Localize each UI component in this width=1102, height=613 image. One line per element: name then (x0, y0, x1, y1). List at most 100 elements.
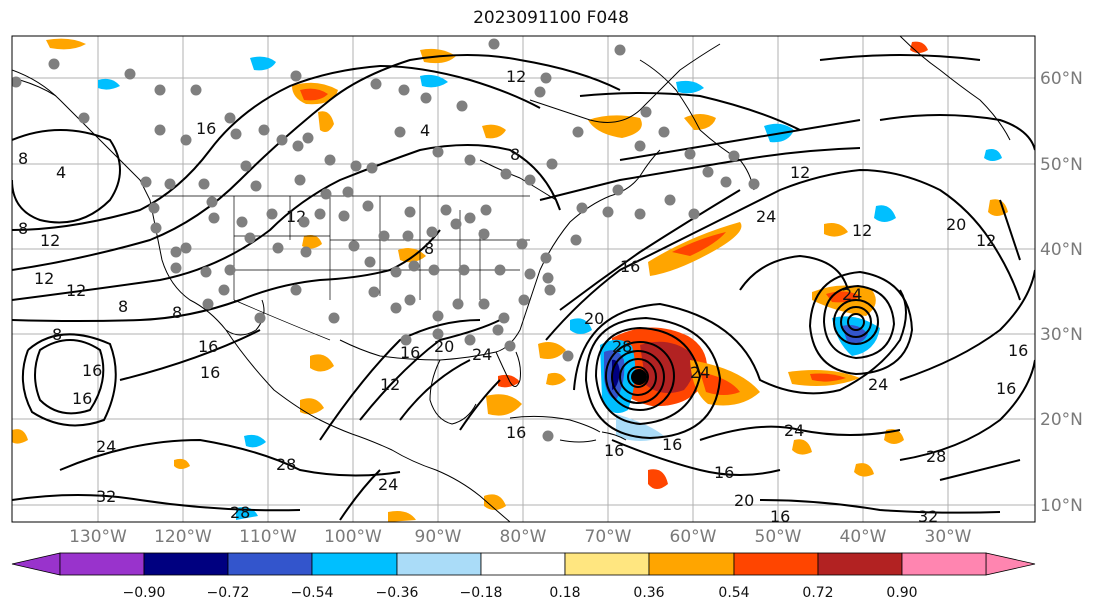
lat-label: 50°N (1040, 155, 1083, 175)
station-marker (328, 312, 340, 324)
colorbar-tick-label: −0.72 (207, 585, 250, 601)
station-marker (748, 178, 760, 190)
station-marker (458, 264, 470, 276)
station-marker (432, 328, 444, 340)
station-marker (494, 264, 506, 276)
station-marker (348, 240, 360, 252)
station-marker (180, 134, 192, 146)
contour-label: 8 (118, 297, 128, 316)
station-marker (478, 298, 490, 310)
contour-labels: 4 8 8 12 12 12 8 8 8 16 12 4 12 8 8 16 1… (18, 67, 1028, 522)
station-marker (398, 84, 410, 96)
station-marker (320, 188, 332, 200)
station-marker (420, 92, 432, 104)
lon-label: 110°W (239, 527, 297, 547)
contour-label: 32 (96, 487, 116, 506)
contour-label: 20 (946, 215, 966, 234)
colorbar-extend-high (985, 552, 1036, 576)
station-marker (394, 126, 406, 138)
station-marker (540, 252, 552, 264)
contour-label: 8 (52, 325, 62, 344)
station-marker (202, 298, 214, 310)
contour-label: 28 (926, 447, 946, 466)
map-frame (11, 35, 1036, 523)
lat-label: 40°N (1040, 240, 1083, 260)
contour-label: 8 (18, 149, 28, 168)
station-marker (298, 216, 310, 228)
station-marker (198, 178, 210, 190)
station-marker (170, 262, 182, 274)
lat-label: 10°N (1040, 496, 1083, 516)
station-marker (572, 126, 584, 138)
station-marker (488, 38, 500, 50)
station-marker (302, 132, 314, 144)
contour-label: 4 (56, 163, 66, 182)
colorbar-tick-label: −0.36 (376, 585, 419, 601)
station-marker (452, 298, 464, 310)
colorbar-segment (311, 552, 398, 576)
station-marker (534, 86, 546, 98)
station-marker (602, 206, 614, 218)
colorbar-tick-label: 0.90 (886, 585, 917, 601)
station-marker (244, 232, 256, 244)
contour-label: 24 (378, 475, 398, 494)
station-marker (542, 272, 554, 284)
station-marker (540, 72, 552, 84)
station-marker (688, 208, 700, 220)
lon-label: 50°W (755, 527, 802, 547)
station-marker (170, 246, 182, 258)
lon-label: 120°W (154, 527, 212, 547)
lon-label: 130°W (69, 527, 127, 547)
station-marker (292, 140, 304, 152)
contour-label: 16 (604, 441, 624, 460)
station-marker (542, 430, 554, 442)
contour-label: 24 (842, 285, 862, 304)
station-marker (426, 226, 438, 238)
station-marker (440, 204, 452, 216)
hurricane-center-marker (631, 369, 647, 385)
station-marker (224, 264, 236, 276)
station-marker (464, 212, 476, 224)
station-marker (500, 168, 512, 180)
station-marker (148, 202, 160, 214)
lon-label: 40°W (840, 527, 887, 547)
colorbar-segment (396, 552, 482, 576)
lat-label: 30°N (1040, 325, 1083, 345)
station-marker (634, 140, 646, 152)
station-marker (290, 284, 302, 296)
contour-label: 24 (690, 363, 710, 382)
station-marker (338, 210, 350, 222)
contour-label: 16 (82, 361, 102, 380)
map-title: 2023091100 F048 (473, 8, 629, 28)
contour-label: 8 (18, 219, 28, 238)
station-marker (370, 78, 382, 90)
contour-label: 16 (1008, 341, 1028, 360)
colorbar-tick-label: 0.54 (718, 585, 749, 601)
station-marker (576, 202, 588, 214)
station-marker (570, 234, 582, 246)
colorbar-segment (901, 552, 987, 576)
station-marker (362, 200, 374, 212)
station-marker (640, 106, 652, 118)
coastlines (12, 36, 1011, 522)
contour-label: 28 (276, 455, 296, 474)
station-marker (190, 84, 202, 96)
station-marker (140, 176, 152, 188)
contour-label: 24 (868, 375, 888, 394)
lon-label: 100°W (324, 527, 382, 547)
colorbar-segment (733, 552, 819, 576)
longitude-labels: 130°W 120°W 110°W 100°W 90°W 80°W 70°W 6… (69, 527, 972, 547)
station-marker (324, 154, 336, 166)
station-marker (402, 230, 414, 242)
contour-label: 12 (506, 67, 526, 86)
colorbar-tick-label: −0.54 (291, 585, 334, 601)
contour-label: 28 (612, 337, 632, 356)
station-marker (290, 70, 302, 82)
colorbar-segment (143, 552, 229, 576)
political-borders (152, 195, 530, 341)
station-marker (350, 160, 362, 172)
contour-label: 20 (434, 337, 454, 356)
lon-label: 80°W (500, 527, 547, 547)
contour-label: 20 (584, 309, 604, 328)
